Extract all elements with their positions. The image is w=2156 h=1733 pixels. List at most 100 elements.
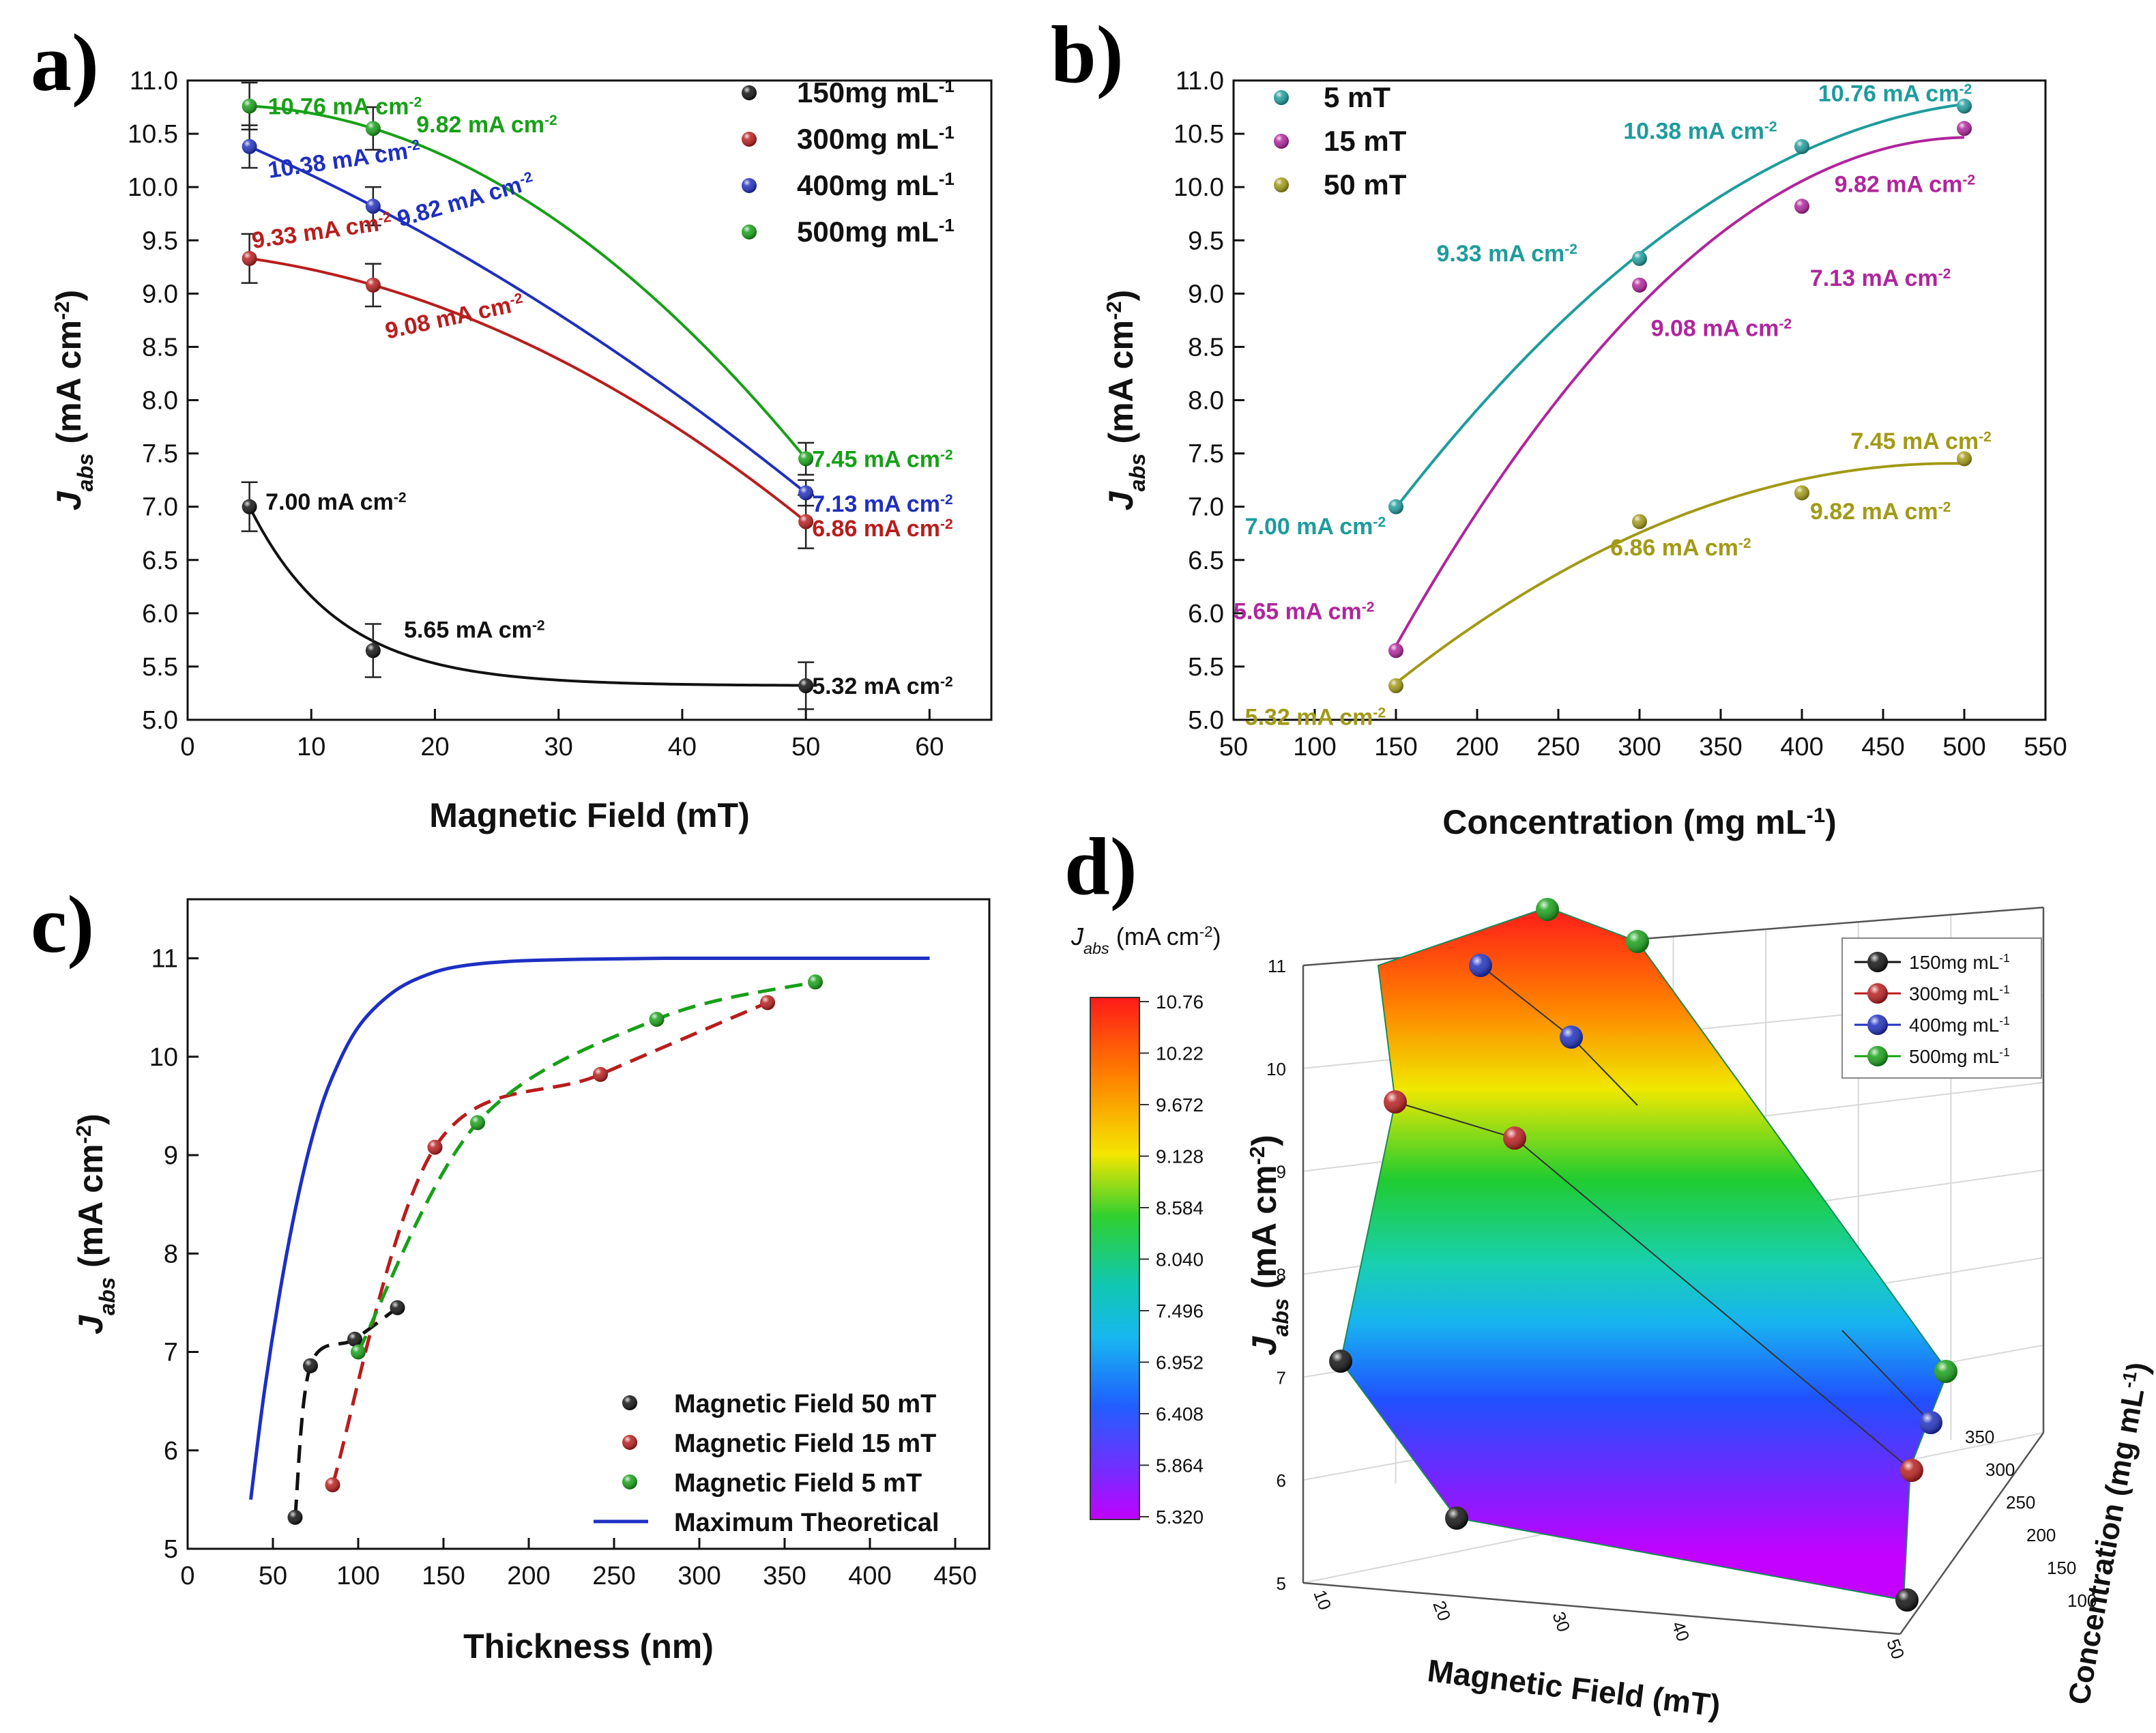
x-tick-label: 50 [1219,733,1248,761]
y-tick-label: 9.0 [1188,280,1224,308]
data-point-shine [1957,121,1972,136]
z-tick-label: 200 [2026,1525,2056,1545]
y-tick-label: 8.0 [142,387,178,416]
data-point-shine [798,678,814,694]
z-tick-label: 250 [2006,1492,2035,1513]
colorbar-title: Jabs (mA cm-2) [1070,922,1221,957]
legend-marker-shine [1274,134,1289,149]
panel-c-letter: c) [31,879,94,970]
data-point-shine [798,451,814,467]
x-tick-label: 50 [259,1562,287,1590]
data-point-shine [242,250,257,266]
x-tick-label: 500 [1942,733,1985,761]
data-label: 5.32 mA cm-2 [812,673,952,699]
data-point-shine [593,1066,608,1082]
data-label: 9.33 mA cm-2 [1437,241,1577,267]
legend-marker-shine [1867,983,1888,1004]
legend-label: Magnetic Field 5 mT [674,1469,922,1498]
legend-marker-shine [742,85,757,100]
z-tick-label: 300 [1985,1459,2015,1480]
data-point-shine [347,1331,362,1347]
series-line [1841,1330,1932,1423]
colorbar-tick-label: 7.496 [1156,1300,1204,1322]
x-tick-label: 40 [668,733,697,761]
legend-label: 50 mT [1324,169,1407,201]
legend-label: Magnetic Field 15 mT [674,1429,936,1458]
data-point-shine [1794,485,1809,501]
y-tick-label: 11.0 [1176,67,1224,96]
data-label: 7.00 mA cm-2 [265,489,406,515]
x-tick-label: 30 [1548,1609,1574,1634]
data-label: 5.32 mA cm-2 [1245,704,1386,730]
x-tick-label: 200 [1455,733,1498,761]
legend-marker-shine [622,1435,637,1450]
legend-label: Magnetic Field 50 mT [674,1390,936,1418]
y-axis-title: Jabs (mA cm-2) [1245,1135,1294,1355]
fit-curve [1395,102,1965,509]
y-tick-label: 8 [1277,1265,1286,1285]
data-label: 7.45 mA cm-2 [1850,428,1991,454]
x-tick-label: 0 [180,1562,194,1590]
data-label: 9.82 mA cm-2 [394,169,537,232]
x-tick-label: 60 [915,733,944,761]
data-point-shine [1388,643,1403,658]
panel-a: 0 10 20 30 40 50 60 5.0 5.5 6.0 6.5 7.0 7.5 8.0 8.5 9.0… [31,17,993,834]
dashed-trend [331,1001,768,1485]
data-point-shine [1919,1411,1942,1434]
y-tick-label: 7.5 [1188,440,1224,469]
data-point-shine [1900,1459,1923,1482]
y-tick-label: 10.0 [1174,173,1224,202]
fit-curve [1395,136,1965,647]
dashed-trend [293,1306,398,1518]
x-axis-title: Thickness (nm) [463,1627,714,1665]
x-tick-label: 50 [1882,1636,1908,1661]
data-point-shine [808,974,823,990]
dashed-trend [356,980,816,1353]
data-label: 6.86 mA cm-2 [812,516,952,542]
y-tick-label: 11.0 [130,67,178,96]
data-label: 9.82 mA cm-2 [1835,171,1975,197]
theory-curve [249,956,930,1500]
y-tick-label: 7.0 [142,493,178,522]
data-label: 9.82 mA cm-2 [416,112,557,138]
y-tick-label: 6.0 [1188,600,1224,628]
x-tick-label: 150 [422,1562,465,1590]
data-label: 10.76 mA cm-2 [1818,81,1972,107]
data-point-shine [1957,451,1972,467]
x-tick-label: 350 [763,1562,806,1590]
data-point-shine [390,1300,405,1315]
x-tick-label: 40 [1667,1618,1693,1644]
colorbar-tick-label: 5.320 [1156,1506,1204,1528]
data-point-shine [1934,1360,1957,1383]
x-tick-label: 450 [933,1562,976,1590]
data-label: 9.08 mA cm-2 [1651,315,1792,341]
x-tick-label: 250 [1536,733,1579,761]
x-axis-title: Magnetic Field (mT) [1425,1652,1722,1723]
colorbar-tick-label: 9.672 [1156,1094,1204,1116]
y-tick-label: 8 [164,1240,178,1268]
data-point-shine [365,643,381,658]
data-point-shine [1388,499,1403,514]
y-tick-label: 5.0 [142,706,178,735]
data-point-shine [365,199,381,214]
x-tick-label: 400 [848,1562,891,1590]
y-tick-label: 6 [1277,1470,1286,1491]
legend-marker-shine [742,178,757,193]
colorbar-tick-label: 6.408 [1156,1403,1204,1425]
colorbar-tick-label: 8.584 [1156,1197,1204,1219]
legend-marker-shine [1274,90,1289,105]
y-tick-label: 8.5 [1188,333,1224,362]
data-point-shine [1794,139,1809,154]
x-tick-label: 150 [1374,733,1417,761]
y-tick-label: 6.5 [142,547,178,575]
legend-marker-shine [1867,1046,1888,1066]
data-label: 7.13 mA cm-2 [1810,265,1951,291]
x-tick-label: 50 [791,733,820,761]
panel-c: 0 50 100 150 200 250 300 350 400 450 5 6 7 8 9 10 11 c) Th… [31,879,991,1665]
data-label: 10.38 mA cm-2 [266,136,422,184]
panel-b: 50 100 150 200 250 300 350 400 450 500 550 5.0 5.5 6.… [1051,9,2067,841]
y-tick-label: 6.0 [142,600,178,628]
box-edge [1302,1582,1901,1635]
x-tick-label: 250 [592,1562,635,1590]
